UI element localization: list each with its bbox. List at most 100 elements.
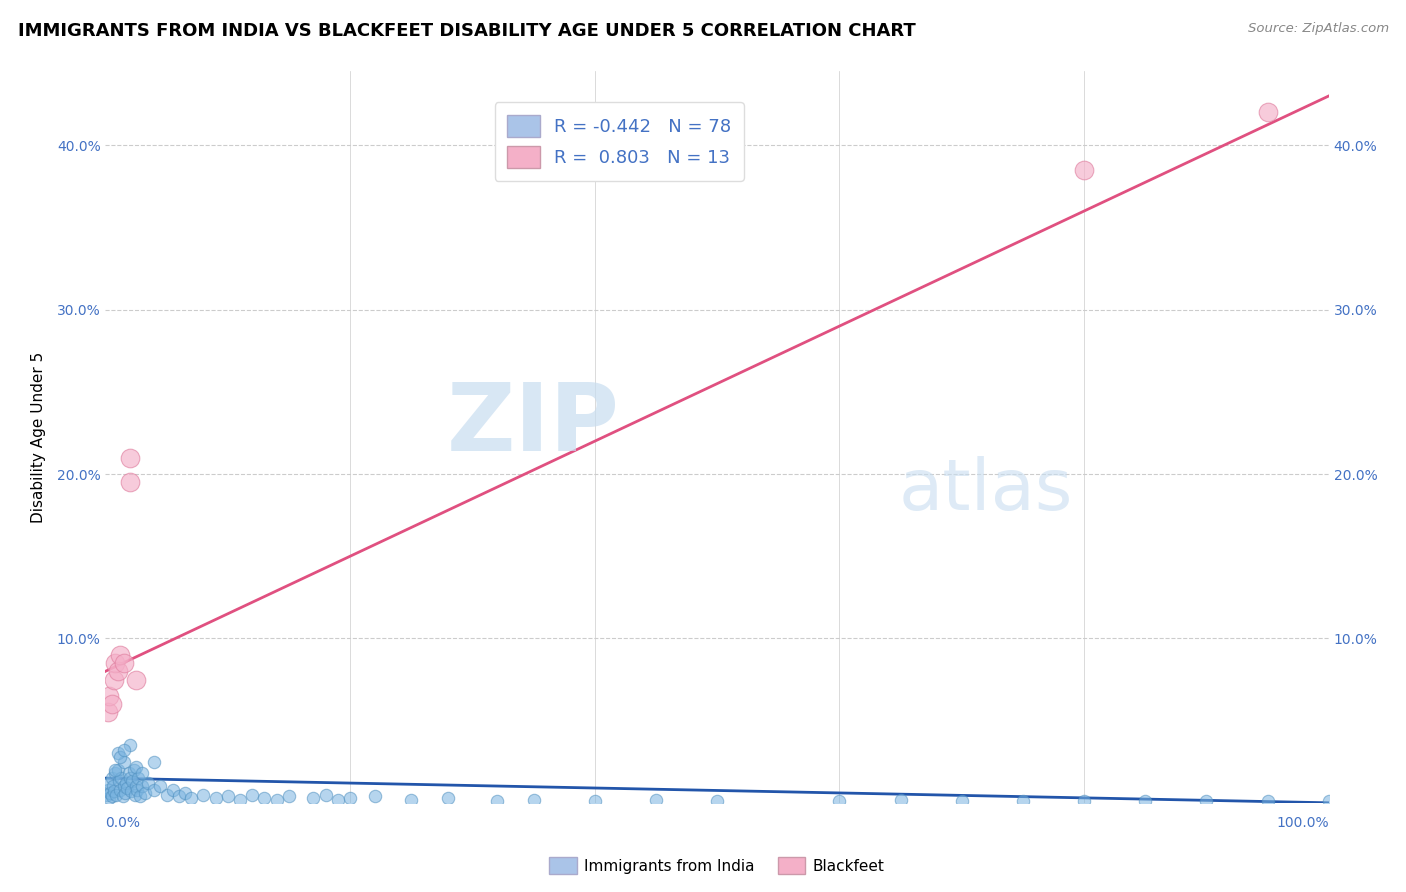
Point — [112, 656, 135, 670]
Point — [149, 780, 172, 794]
Point — [127, 782, 149, 797]
Point — [125, 673, 148, 687]
Point — [108, 774, 131, 789]
Point — [437, 790, 460, 805]
Point — [100, 697, 122, 711]
Point — [131, 780, 153, 794]
Point — [162, 782, 184, 797]
Point — [112, 780, 135, 794]
Point — [339, 790, 361, 805]
Point — [108, 749, 131, 764]
Point — [229, 792, 252, 806]
Point — [97, 706, 120, 720]
Point — [107, 747, 129, 761]
Point — [302, 790, 325, 805]
Point — [100, 771, 122, 785]
Point — [399, 792, 422, 806]
Point — [131, 766, 153, 780]
Point — [120, 784, 142, 798]
Point — [121, 774, 143, 789]
Point — [278, 789, 301, 804]
Point — [143, 782, 166, 797]
Point — [1073, 794, 1095, 808]
Point — [98, 786, 121, 800]
Y-axis label: Disability Age Under 5: Disability Age Under 5 — [31, 351, 45, 523]
Text: IMMIGRANTS FROM INDIA VS BLACKFEET DISABILITY AGE UNDER 5 CORRELATION CHART: IMMIGRANTS FROM INDIA VS BLACKFEET DISAB… — [18, 22, 917, 40]
Point — [117, 780, 139, 795]
Point — [111, 789, 134, 804]
Point — [112, 755, 135, 769]
Point — [100, 789, 122, 804]
Point — [107, 763, 129, 777]
Point — [118, 739, 141, 753]
Point — [101, 780, 124, 794]
Point — [644, 792, 668, 806]
Point — [125, 759, 148, 773]
Point — [204, 790, 226, 805]
Text: 100.0%: 100.0% — [1277, 816, 1329, 830]
Point — [253, 790, 276, 805]
Point — [110, 771, 132, 785]
Point — [363, 789, 385, 804]
Point — [127, 771, 149, 785]
Point — [890, 792, 912, 806]
Point — [112, 743, 135, 757]
Point — [174, 786, 197, 800]
Point — [134, 786, 156, 800]
Point — [125, 780, 148, 794]
Point — [167, 789, 190, 804]
Point — [98, 689, 121, 703]
Point — [136, 776, 159, 790]
Point — [107, 665, 129, 679]
Point — [98, 790, 121, 805]
Text: 0.0%: 0.0% — [105, 816, 141, 830]
Point — [155, 788, 177, 802]
Point — [122, 763, 145, 777]
Point — [1317, 794, 1340, 808]
Point — [1257, 105, 1279, 120]
Point — [217, 789, 239, 804]
Point — [706, 794, 728, 808]
Point — [104, 656, 127, 670]
Point — [128, 789, 150, 804]
Point — [1133, 794, 1156, 808]
Point — [193, 788, 215, 802]
Text: Source: ZipAtlas.com: Source: ZipAtlas.com — [1249, 22, 1389, 36]
Point — [96, 788, 118, 802]
Point — [1195, 794, 1218, 808]
Point — [104, 763, 127, 777]
Point — [950, 794, 973, 808]
Point — [485, 794, 508, 808]
Point — [315, 788, 337, 802]
Point — [118, 766, 141, 780]
Point — [114, 786, 136, 800]
Point — [266, 792, 288, 806]
Point — [105, 788, 128, 802]
Point — [180, 790, 202, 805]
Point — [523, 792, 546, 806]
Point — [118, 450, 141, 465]
Point — [108, 782, 131, 797]
Point — [118, 475, 141, 490]
Legend: R = -0.442   N = 78, R =  0.803   N = 13: R = -0.442 N = 78, R = 0.803 N = 13 — [495, 103, 744, 181]
Legend: Immigrants from India, Blackfeet: Immigrants from India, Blackfeet — [543, 851, 891, 880]
Point — [1073, 163, 1095, 178]
Point — [97, 782, 120, 797]
Point — [103, 784, 125, 798]
Point — [143, 755, 166, 769]
Text: ZIP: ZIP — [446, 379, 619, 471]
Text: atlas: atlas — [898, 456, 1073, 525]
Point — [124, 788, 146, 802]
Point — [118, 771, 141, 785]
Point — [1257, 794, 1279, 808]
Point — [103, 673, 125, 687]
Point — [828, 794, 851, 808]
Point — [326, 792, 349, 806]
Point — [104, 766, 127, 780]
Point — [115, 776, 138, 790]
Point — [1012, 794, 1035, 808]
Point — [240, 788, 263, 802]
Point — [583, 794, 606, 808]
Point — [98, 776, 121, 790]
Point — [108, 648, 131, 662]
